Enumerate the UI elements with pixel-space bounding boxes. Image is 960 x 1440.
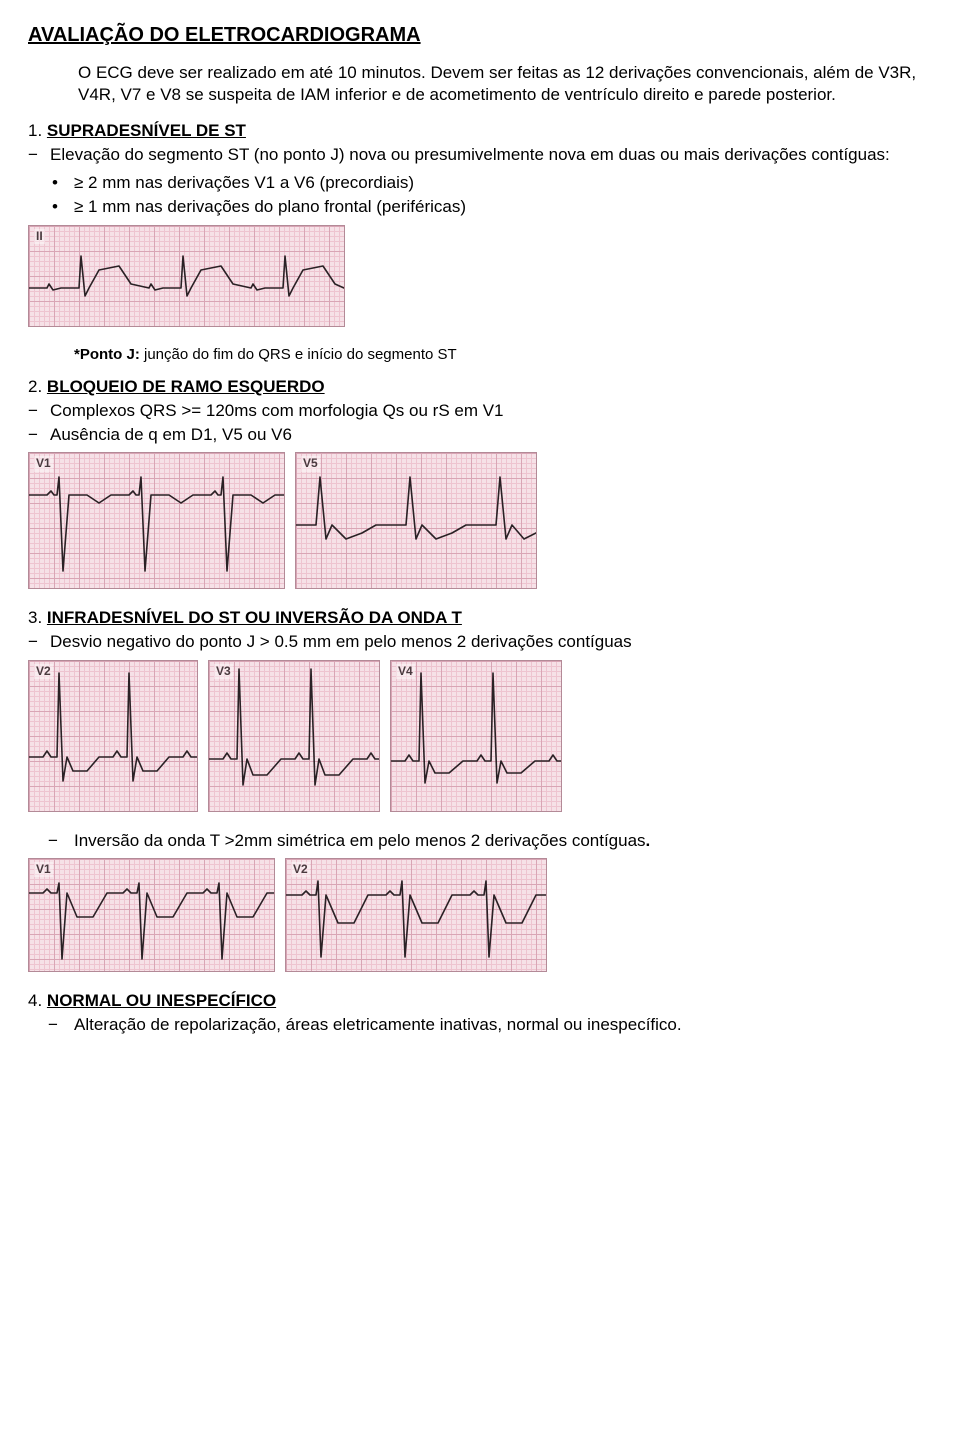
section-3-name: INFRADESNÍVEL DO ST OU INVERSÃO DA ONDA … [47,608,462,627]
section-1-bullet-2: ≥ 1 mm nas derivações do plano frontal (… [52,196,932,218]
ecg-trace-icon [209,661,379,811]
section-4-num: 4. [28,991,42,1010]
section-3-dash-2-text: Inversão da onda T >2mm simétrica em pel… [74,831,646,850]
section-3-num: 3. [28,608,42,627]
section-3-dash-2-dot: . [646,831,651,850]
section-1-num: 1. [28,121,42,140]
section-3-dash-1: Desvio negativo do ponto J > 0.5 mm em p… [28,631,932,653]
ecg-trace-icon [29,661,197,811]
ecg-trace-icon [29,226,344,326]
section-4-dash-1: Alteração de repolarização, áreas eletri… [48,1014,932,1036]
section-2-head: 2. BLOQUEIO DE RAMO ESQUERDO [28,376,932,398]
ecg-strip-v4: V4 [390,660,562,812]
ecg-strip-inv-v2: V2 [285,858,547,972]
section-4-head: 4. NORMAL OU INESPECÍFICO [28,990,932,1012]
ecg-row-lbbb: V1 V5 [28,452,932,589]
section-2-dash-1: Complexos QRS >= 120ms com morfologia Qs… [28,400,932,422]
ecg-row-supra: II [28,225,932,327]
ecg-strip-supra: II [28,225,345,327]
section-2-dash-2: Ausência de q em D1, V5 ou V6 [28,424,932,446]
section-2-num: 2. [28,377,42,396]
ecg-trace-icon [286,859,546,971]
ecg-strip-inv-v1: V1 [28,858,275,972]
section-1-bullet-list: ≥ 2 mm nas derivações V1 a V6 (precordia… [28,172,932,218]
ponto-j-label: *Ponto J: [74,346,140,363]
ponto-j-text: junção do fim do QRS e início do segment… [140,346,457,363]
section-1-head: 1. SUPRADESNÍVEL DE ST [28,120,932,142]
ecg-trace-icon [296,453,536,588]
section-3-dash-2: Inversão da onda T >2mm simétrica em pel… [48,830,932,852]
section-4-name: NORMAL OU INESPECÍFICO [47,991,276,1010]
ecg-row-stdep: V2 V3 V4 [28,660,932,812]
section-1-bullet-1: ≥ 2 mm nas derivações V1 a V6 (precordia… [52,172,932,194]
ecg-trace-icon [29,859,274,971]
intro-paragraph: O ECG deve ser realizado em até 10 minut… [78,62,932,106]
ecg-strip-v1: V1 [28,452,285,589]
ecg-trace-icon [29,453,284,588]
page-title: AVALIAÇÃO DO ELETROCARDIOGRAMA [28,22,932,48]
ecg-trace-icon [391,661,561,811]
ponto-j-note: *Ponto J: junção do fim do QRS e início … [74,345,932,365]
section-1-name: SUPRADESNÍVEL DE ST [47,121,246,140]
section-2-dash-list: Complexos QRS >= 120ms com morfologia Qs… [28,400,932,446]
section-1-dash-item: Elevação do segmento ST (no ponto J) nov… [28,144,932,166]
section-2-name: BLOQUEIO DE RAMO ESQUERDO [47,377,325,396]
section-3-dash-list-b: Inversão da onda T >2mm simétrica em pel… [28,830,932,852]
ecg-strip-v5: V5 [295,452,537,589]
ecg-strip-v3: V3 [208,660,380,812]
section-1-dash-list: Elevação do segmento ST (no ponto J) nov… [28,144,932,166]
ecg-strip-v2: V2 [28,660,198,812]
ecg-row-tinv: V1 V2 [28,858,932,972]
section-3-dash-list-a: Desvio negativo do ponto J > 0.5 mm em p… [28,631,932,653]
section-4-dash-list: Alteração de repolarização, áreas eletri… [28,1014,932,1036]
section-3-head: 3. INFRADESNÍVEL DO ST OU INVERSÃO DA ON… [28,607,932,629]
